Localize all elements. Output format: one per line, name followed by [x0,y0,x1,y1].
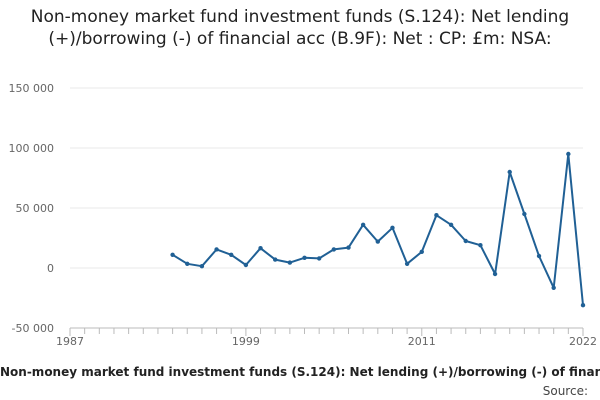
y-tick-label: -50 000 [12,322,54,335]
y-axis-tick-labels: -50 000 0 50 000 100 000 150 000 [9,82,55,335]
x-tick-label: 1987 [56,335,84,348]
data-point [404,261,410,266]
data-point [478,243,483,248]
data-point [566,151,571,157]
source-label: Source: [542,384,588,398]
y-tick-label: 0 [47,262,54,275]
data-point [316,256,322,261]
data-point [536,253,542,259]
data-point [580,303,586,308]
data-point [287,260,293,265]
gridlines [70,87,583,329]
data-point [492,271,498,277]
series-layer [170,151,586,308]
data-point [434,213,439,218]
data-point [551,285,556,290]
data-point [507,169,512,175]
data-point [170,252,175,257]
data-point [243,262,249,268]
series-line [172,153,584,306]
data-point [199,264,205,269]
data-point [214,247,219,252]
data-point [448,222,454,227]
data-point [185,261,190,266]
data-point [360,222,366,227]
data-point [331,247,337,252]
data-point [346,245,351,250]
data-point [419,249,424,254]
x-tick-label: 2011 [408,335,436,348]
data-point [302,255,307,260]
data-point [258,246,263,251]
x-axis [69,327,584,336]
x-tick-label: 2022 [569,335,597,348]
data-point [273,257,278,262]
data-point [390,225,395,230]
y-tick-label: 50 000 [16,202,55,215]
data-point [229,252,234,257]
y-tick-label: 150 000 [9,82,55,95]
data-point [463,238,468,244]
x-axis-tick-labels: 1987 1999 2011 2022 [56,335,597,348]
data-point [522,211,527,217]
y-tick-label: 100 000 [9,142,55,155]
data-point [375,239,380,244]
legend-entry: Non-money market fund investment funds (… [0,365,600,379]
x-tick-label: 1999 [232,335,260,348]
chart-title: Non-money market fund investment funds (… [30,7,570,49]
